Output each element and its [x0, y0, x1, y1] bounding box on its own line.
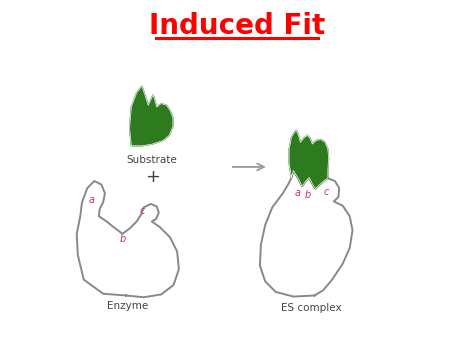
Polygon shape	[129, 86, 173, 146]
Text: b: b	[304, 190, 310, 200]
Text: Induced Fit: Induced Fit	[149, 12, 325, 40]
Text: c: c	[139, 206, 145, 216]
Text: c: c	[323, 187, 328, 197]
Text: a: a	[89, 195, 95, 206]
Text: a: a	[294, 189, 301, 198]
Text: Substrate: Substrate	[127, 155, 177, 165]
Text: ES complex: ES complex	[281, 302, 341, 312]
Polygon shape	[77, 181, 179, 297]
Polygon shape	[260, 170, 353, 296]
Text: b: b	[119, 234, 126, 244]
Text: Enzyme: Enzyme	[107, 301, 148, 311]
Text: +: +	[145, 169, 160, 186]
Polygon shape	[289, 130, 328, 189]
